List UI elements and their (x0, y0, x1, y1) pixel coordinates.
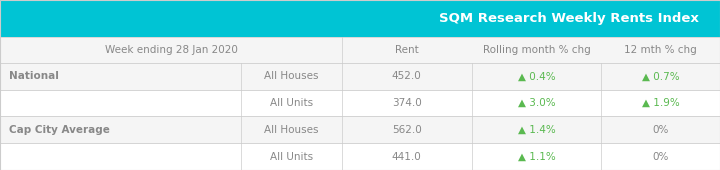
Text: ▲ 0.4%: ▲ 0.4% (518, 71, 555, 81)
Text: ▲ 1.9%: ▲ 1.9% (642, 98, 680, 108)
Text: 452.0: 452.0 (392, 71, 422, 81)
Text: Rent: Rent (395, 45, 418, 55)
FancyBboxPatch shape (0, 116, 720, 143)
FancyBboxPatch shape (0, 143, 720, 170)
Text: Rolling month % chg: Rolling month % chg (482, 45, 590, 55)
Text: National: National (9, 71, 58, 81)
Text: All Houses: All Houses (264, 71, 319, 81)
Text: ▲ 1.4%: ▲ 1.4% (518, 125, 555, 135)
Text: ▲ 1.1%: ▲ 1.1% (518, 152, 555, 162)
Text: 12 mth % chg: 12 mth % chg (624, 45, 697, 55)
Text: ▲ 3.0%: ▲ 3.0% (518, 98, 555, 108)
Text: 0%: 0% (652, 125, 669, 135)
FancyBboxPatch shape (0, 0, 720, 37)
FancyBboxPatch shape (0, 37, 720, 63)
Text: 441.0: 441.0 (392, 152, 422, 162)
Text: Week ending 28 Jan 2020: Week ending 28 Jan 2020 (104, 45, 238, 55)
Text: Cap City Average: Cap City Average (9, 125, 109, 135)
Text: 562.0: 562.0 (392, 125, 422, 135)
Text: 374.0: 374.0 (392, 98, 422, 108)
Text: SQM Research Weekly Rents Index: SQM Research Weekly Rents Index (438, 12, 698, 25)
Text: 0%: 0% (652, 152, 669, 162)
Text: All Units: All Units (270, 98, 313, 108)
FancyBboxPatch shape (0, 63, 720, 90)
FancyBboxPatch shape (0, 90, 720, 116)
Text: All Units: All Units (270, 152, 313, 162)
Text: ▲ 0.7%: ▲ 0.7% (642, 71, 680, 81)
Text: All Houses: All Houses (264, 125, 319, 135)
